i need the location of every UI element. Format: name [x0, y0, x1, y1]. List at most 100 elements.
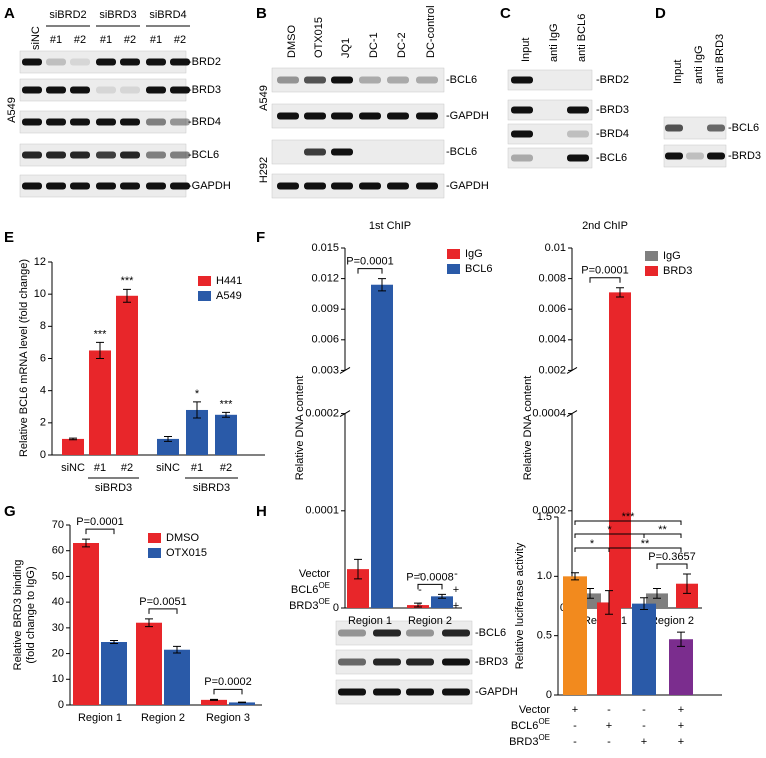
- blot-band: [373, 688, 401, 696]
- condition-name: BRD3: [509, 736, 538, 748]
- lane-label: JQ1: [340, 38, 352, 58]
- row-label: -BRD3: [188, 84, 221, 96]
- error-bar: [438, 593, 446, 599]
- blot-band: [277, 182, 299, 190]
- x-tick-label: #1: [94, 462, 106, 474]
- y-axis-label: Relative DNA content: [522, 376, 534, 481]
- blot-strip: [271, 67, 445, 93]
- blot-band: [359, 182, 381, 190]
- bar: [215, 414, 237, 455]
- error-bar: [164, 436, 172, 442]
- y-axis-label: Relative BRD3 binding: [12, 560, 24, 671]
- blot-band: [70, 58, 90, 66]
- legend-swatch: [148, 533, 161, 543]
- condition-mark: -: [642, 704, 646, 716]
- blot-band: [406, 629, 434, 637]
- legend-label: OTX015: [166, 547, 207, 559]
- bar: [136, 622, 162, 705]
- condition-name: BCL6: [511, 720, 539, 732]
- error-bar: [683, 573, 691, 594]
- row-label: -BCL6: [728, 122, 759, 134]
- blot-band: [146, 151, 166, 159]
- p-value: P=0.0002: [204, 676, 251, 688]
- error-bar: [653, 588, 661, 599]
- error-bar: [173, 645, 181, 654]
- blot-band: [304, 76, 326, 84]
- p-value: P=0.0001: [581, 265, 628, 277]
- blot-band: [22, 151, 42, 159]
- error-bar: [605, 590, 613, 615]
- lane-label: DC-1: [368, 32, 380, 58]
- condition-label: BCL6OE: [291, 581, 330, 596]
- significance-bracket: [643, 533, 682, 538]
- blot-band: [373, 658, 401, 666]
- error-bar: [96, 341, 104, 359]
- bar: [73, 543, 99, 705]
- row-label: -BRD2: [596, 74, 629, 86]
- lane-label: #1: [150, 34, 162, 46]
- significance: *: [590, 538, 595, 550]
- significance: ***: [622, 511, 636, 523]
- group-label: siBRD3: [95, 482, 132, 494]
- p-bracket: [148, 608, 178, 614]
- significance: *: [195, 388, 200, 400]
- condition-mark: +: [678, 704, 684, 716]
- blot-band: [146, 182, 166, 190]
- blot-strip: [271, 139, 445, 165]
- y-tick-label: 0: [333, 602, 339, 614]
- blot-band: [511, 154, 533, 162]
- legend-label: BRD3: [663, 265, 692, 277]
- bar: [186, 409, 208, 455]
- condition-mark: +: [641, 736, 647, 748]
- cell-line-label: A549: [6, 97, 18, 123]
- y-tick-label: 0.003: [311, 364, 339, 376]
- blot-strip: [663, 116, 727, 140]
- blot-band: [170, 182, 190, 190]
- bar: [676, 583, 698, 608]
- blot-band: [387, 182, 409, 190]
- panel-label: D: [655, 5, 666, 22]
- y-tick-label: 1.0: [537, 570, 552, 582]
- blot-band: [304, 182, 326, 190]
- blot-band: [170, 86, 190, 94]
- error-bar: [586, 588, 594, 599]
- condition-sup: OE: [318, 581, 330, 590]
- blot-band: [46, 58, 66, 66]
- blot-strip: [271, 103, 445, 129]
- error-bar: [238, 701, 246, 704]
- lane-label: Input: [520, 38, 532, 62]
- significance: **: [641, 538, 650, 550]
- blot-band: [511, 106, 533, 114]
- x-tick-label: #1: [191, 462, 203, 474]
- blot-band: [22, 182, 42, 190]
- error-bar: [414, 602, 422, 608]
- legend-label: DMSO: [166, 532, 199, 544]
- bar: [563, 576, 587, 695]
- y-tick-label: 0.012: [311, 273, 339, 285]
- blot-band: [120, 86, 140, 94]
- legend-label: BCL6: [465, 263, 493, 275]
- error-bar: [82, 538, 90, 548]
- blot-band: [416, 112, 438, 120]
- legend-swatch: [198, 276, 211, 286]
- y-tick-label: 50: [52, 570, 64, 582]
- blot-band: [338, 629, 366, 637]
- bar: [347, 569, 369, 608]
- significance: *: [607, 524, 612, 536]
- bar: [62, 438, 84, 455]
- error-bar: [145, 618, 153, 628]
- condition-label: BRD3OE: [509, 733, 550, 748]
- blot-band: [416, 182, 438, 190]
- condition-label: Vector: [519, 704, 551, 716]
- p-value: P=0.0051: [139, 596, 186, 608]
- bar: [669, 639, 693, 695]
- legend-label: IgG: [663, 250, 681, 262]
- condition-name: Vector: [299, 568, 331, 580]
- blot-strip: [507, 123, 593, 145]
- blot-band: [359, 112, 381, 120]
- condition-mark: +: [453, 600, 459, 612]
- condition-name: BCL6: [291, 584, 319, 596]
- condition-sup: OE: [538, 733, 550, 742]
- blot-band: [70, 86, 90, 94]
- blot-band: [331, 182, 353, 190]
